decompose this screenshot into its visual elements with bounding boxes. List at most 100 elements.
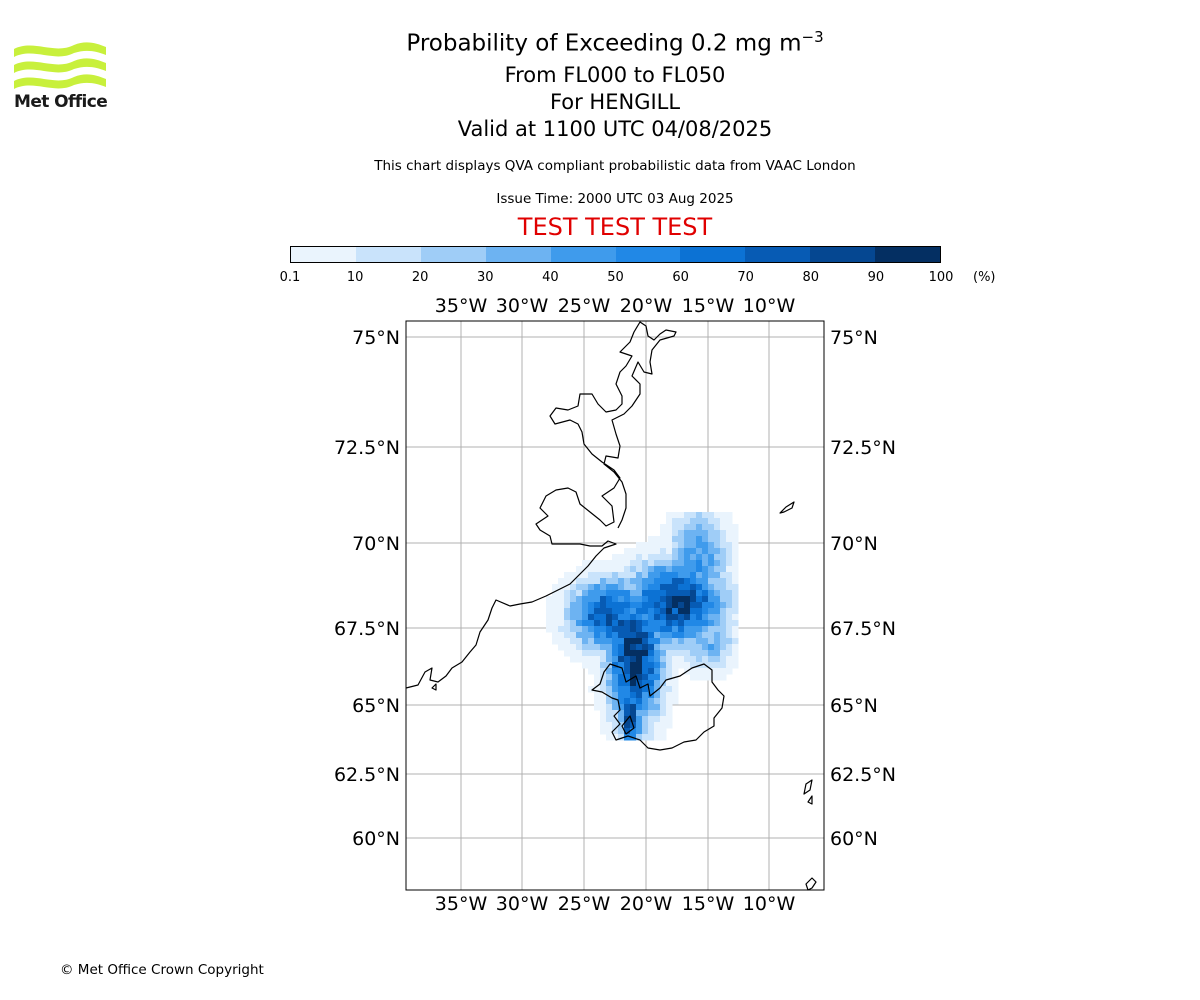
probability-cell [696,512,703,519]
colorbar-tick-label: 70 [737,270,754,285]
probability-cell [600,572,607,579]
probability-cell [612,668,619,675]
probability-cell [624,734,631,741]
probability-cell [648,602,655,609]
probability-cell [660,560,667,567]
probability-cell [702,620,709,627]
probability-cell [678,542,685,549]
probability-cell [654,608,661,615]
probability-cell [690,662,697,669]
latitude-label: 60°N [352,828,400,850]
probability-cell [708,560,715,567]
probability-cell [672,542,679,549]
probability-cell [594,704,601,711]
probability-cell [558,596,565,603]
probability-cell [594,662,601,669]
latitude-label: 67.5°N [334,618,400,640]
probability-cell [624,590,631,597]
probability-cell [558,638,565,645]
probability-cell [684,542,691,549]
probability-cell [564,620,571,627]
probability-cell [570,638,577,645]
probability-cell [588,572,595,579]
probability-cell [648,680,655,687]
probability-cell [666,644,673,651]
probability-cell [594,578,601,585]
probability-cell [678,650,685,657]
probability-cell [606,680,613,687]
faroe-islands-coastline [803,779,813,805]
probability-cell [678,518,685,525]
probability-cell [648,674,655,681]
probability-cell [618,572,625,579]
probability-cell [708,554,715,561]
probability-cell [666,518,673,525]
probability-cell [642,668,649,675]
probability-cell [570,614,577,621]
colorbar-tick-label: 40 [542,270,559,285]
probability-cell [660,626,667,633]
probability-cell [660,572,667,579]
probability-cell [552,614,559,621]
probability-cell [708,596,715,603]
probability-cell [618,716,625,723]
probability-cell [618,566,625,573]
probability-cell [660,638,667,645]
probability-cell [642,620,649,627]
probability-cell [618,578,625,585]
probability-cell [648,704,655,711]
probability-cell [636,584,643,591]
probability-cell [702,632,709,639]
probability-cell [684,536,691,543]
probability-cell [606,656,613,663]
probability-cell [642,578,649,585]
probability-cell [564,584,571,591]
probability-cell [600,686,607,693]
probability-cell [654,542,661,549]
probability-cell [714,542,721,549]
jan-mayen-coastline [779,501,795,514]
probability-cell [654,716,661,723]
probability-cell [678,566,685,573]
probability-cell [648,608,655,615]
probability-cell [552,632,559,639]
probability-cell [600,632,607,639]
probability-cell [696,602,703,609]
probability-cell [582,602,589,609]
probability-cell [612,596,619,603]
probability-cell [696,638,703,645]
probability-cell [678,572,685,579]
probability-cell [630,554,637,561]
probability-cell [648,542,655,549]
probability-cell [708,572,715,579]
probability-cell [666,668,673,675]
probability-cell [684,512,691,519]
probability-cell [690,626,697,633]
probability-cell [726,644,733,651]
probability-cell [582,584,589,591]
probability-cell [558,578,565,585]
probability-cell [672,548,679,555]
probability-cell [690,650,697,657]
probability-cell [576,596,583,603]
longitude-label: 20°W [620,893,673,915]
probability-cell [702,524,709,531]
probability-cell [672,620,679,627]
probability-cell [624,578,631,585]
probability-cell [564,602,571,609]
probability-cell [630,668,637,675]
latitude-label: 72.5°N [334,437,400,459]
probability-cell [648,728,655,735]
probability-cell [588,686,595,693]
probability-cell [666,512,673,519]
probability-cell [564,572,571,579]
probability-cell [576,638,583,645]
probability-cell [600,590,607,597]
probability-cell [570,644,577,651]
probability-cell [630,704,637,711]
probability-cell [726,548,733,555]
probability-cell [654,560,661,567]
probability-cell [642,548,649,555]
valid-time: Valid at 1100 UTC 04/08/2025 [457,117,773,141]
probability-cell [666,584,673,591]
